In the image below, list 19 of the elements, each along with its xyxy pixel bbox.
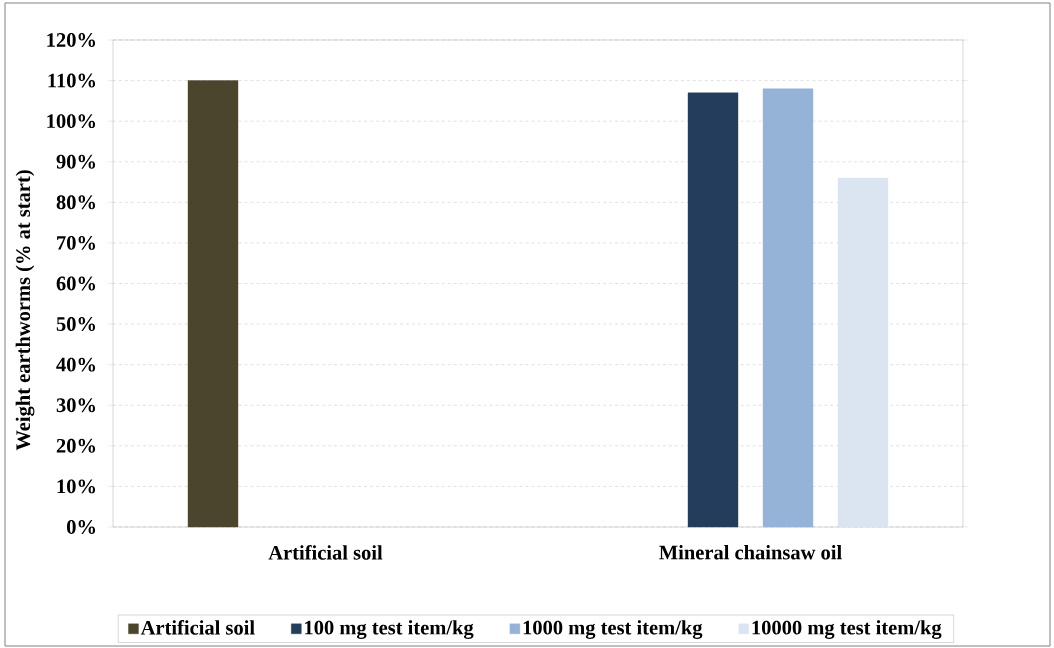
y-axis-title: Weight earthworms (% at start) xyxy=(15,170,35,451)
y-tick-label: 70% xyxy=(57,235,96,250)
legend-label: 100 mg test item/kg xyxy=(305,620,474,639)
legend-label: Artificial soil xyxy=(140,620,255,635)
y-tick-label: 110% xyxy=(48,73,96,88)
y-tick-label: 100% xyxy=(47,114,96,129)
y-tick-label: 120% xyxy=(47,33,96,47)
legend-label: 1000 mg test item/kg xyxy=(523,620,703,639)
y-tick-label: 50% xyxy=(56,317,96,332)
y-tick-label: 90% xyxy=(56,154,96,169)
y-tick-label: 80% xyxy=(56,195,96,210)
y-tick-label: 30% xyxy=(56,398,96,413)
y-tick-label: 40% xyxy=(56,357,96,372)
legend-label: 10000 mg test item/kg xyxy=(752,620,942,639)
y-tick-label: 0% xyxy=(67,520,96,534)
x-tick-label: Mineral chainsaw oil xyxy=(659,545,842,560)
y-tick-label: 60% xyxy=(56,276,96,291)
y-tick-label: 10% xyxy=(57,479,96,494)
y-tick-label: 20% xyxy=(56,438,96,453)
